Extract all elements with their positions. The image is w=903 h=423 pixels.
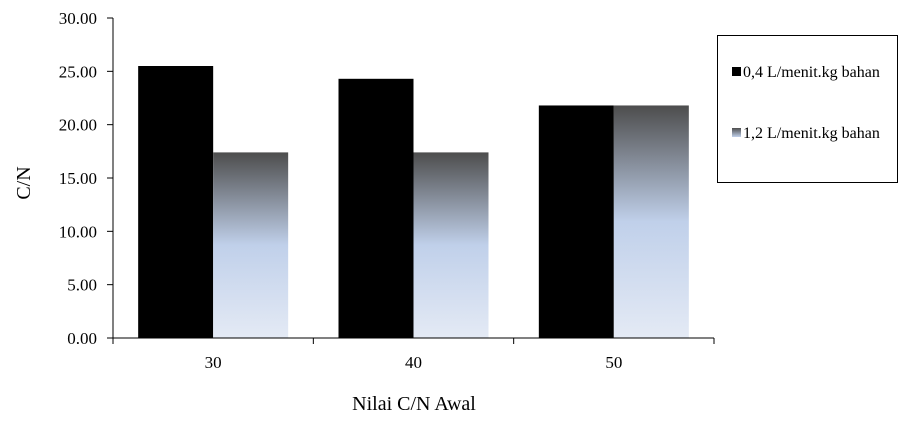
y-tick-label: 10.00 [59,222,97,241]
y-tick-label: 25.00 [59,62,97,81]
y-tick-label: 15.00 [59,169,97,188]
legend: 0,4 L/menit.kg bahan 1,2 L/menit.kg baha… [717,35,898,183]
y-tick-label: 20.00 [59,116,97,135]
legend-swatch-series-1 [732,67,741,76]
x-tick-label-40: 40 [405,353,422,372]
x-tick-label-30: 30 [205,353,222,372]
x-axis-title: Nilai C/N Awal [352,393,476,415]
bar-series-1-40 [338,78,414,339]
bars [138,66,689,339]
y-tick-label: 5.00 [67,276,97,295]
bar-series-2-50 [613,105,689,338]
bar-series-1-30 [138,66,214,338]
legend-item-series-1: 0,4 L/menit.kg bahan [732,62,894,83]
legend-label-series-2: 1,2 L/menit.kg bahan [743,125,880,142]
bar-series-2-30 [213,152,289,338]
x-axis-ticks: 30 40 50 [112,338,715,372]
y-tick-label: 30.00 [59,9,97,28]
y-axis-ticks: 0.00 5.00 10.00 15.00 20.00 25.00 30.00 [59,9,113,348]
legend-label-series-1: 0,4 L/menit.kg bahan [743,64,880,81]
bar-series-1-50 [538,105,614,338]
y-tick-label: 0.00 [67,329,97,348]
x-tick-label-50: 50 [605,353,622,372]
legend-item-series-2: 1,2 L/menit.kg bahan [732,123,894,144]
y-axis-title: C/N [13,166,35,199]
legend-swatch-series-2 [732,128,741,137]
bar-series-2-40 [413,152,489,338]
